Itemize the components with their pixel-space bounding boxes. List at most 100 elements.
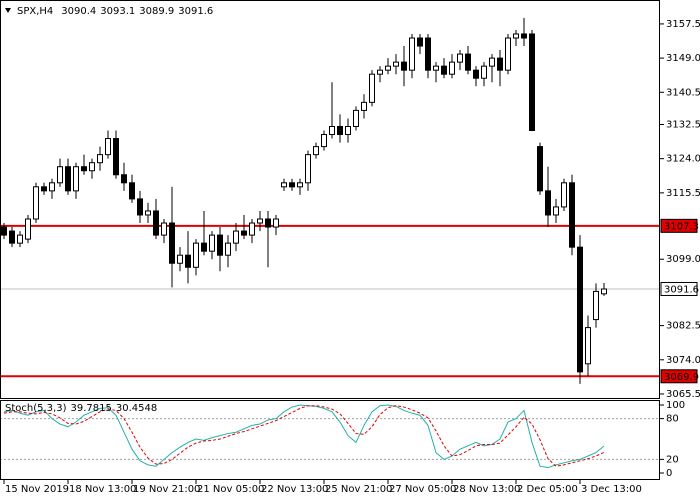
symbol-label: SPX,H4 bbox=[17, 6, 53, 17]
y-tick-label: 3124.0 bbox=[666, 154, 700, 165]
candle-body bbox=[577, 246, 583, 373]
stoch-value: 30.4548 bbox=[116, 403, 157, 414]
y-tick-label: 80 bbox=[666, 414, 679, 425]
stoch-label: Stoch(5,3,3) bbox=[5, 403, 67, 414]
x-tick-label: 15 Nov 2019 bbox=[5, 484, 69, 495]
stoch-line bbox=[3, 405, 605, 467]
candle-body bbox=[417, 37, 423, 47]
candle-body bbox=[41, 186, 47, 192]
candle-body bbox=[153, 210, 159, 236]
candle-body bbox=[441, 65, 447, 75]
candle-body bbox=[433, 65, 439, 71]
candle-body bbox=[521, 33, 527, 39]
candle-body bbox=[297, 182, 303, 188]
y-tick-label: 100 bbox=[666, 400, 685, 411]
candle-body bbox=[353, 109, 359, 127]
candle-body bbox=[281, 182, 287, 188]
x-tick-label: 27 Nov 05:00 bbox=[389, 484, 456, 495]
y-tick-label: 3157.5 bbox=[666, 19, 700, 30]
candle-body bbox=[249, 222, 255, 236]
candle-body bbox=[569, 182, 575, 248]
candle-body bbox=[505, 37, 511, 71]
y-tick-label: 3132.5 bbox=[666, 119, 700, 130]
symbol-marker bbox=[5, 8, 11, 13]
price-label: 3091.6 bbox=[664, 284, 699, 295]
y-tick-label: 0 bbox=[666, 468, 672, 479]
candle-body bbox=[537, 146, 543, 192]
candle-body bbox=[345, 125, 351, 136]
candle-body bbox=[129, 182, 135, 200]
candle-body bbox=[585, 327, 591, 365]
y-tick-label: 3082.5 bbox=[666, 321, 700, 332]
ohlc-value: 3091.6 bbox=[178, 6, 213, 17]
candle-body bbox=[81, 166, 87, 172]
candle-body bbox=[497, 57, 503, 71]
candle-body bbox=[561, 182, 567, 208]
y-tick-label: 3140.5 bbox=[666, 87, 700, 98]
ohlc-value: 3089.9 bbox=[139, 6, 174, 17]
candle-body bbox=[145, 210, 151, 216]
candle-body bbox=[449, 61, 455, 75]
candle-body bbox=[401, 61, 407, 71]
candle-body bbox=[313, 146, 319, 156]
candle-body bbox=[137, 198, 143, 216]
candle-body bbox=[9, 230, 15, 244]
candle-body bbox=[377, 69, 383, 75]
stoch-value: 39.7815 bbox=[70, 403, 111, 414]
candle-body bbox=[89, 162, 95, 172]
x-tick-label: 22 Nov 13:00 bbox=[261, 484, 328, 495]
candle-body bbox=[25, 218, 31, 240]
price-label-box bbox=[660, 369, 698, 384]
price-label: 3107.3 bbox=[664, 221, 699, 232]
ohlc-value: 3090.4 bbox=[61, 6, 96, 17]
candle-body bbox=[361, 101, 367, 111]
candle-body bbox=[169, 222, 175, 264]
candle-body bbox=[209, 234, 215, 252]
candle-body bbox=[425, 37, 431, 71]
candle-body bbox=[545, 190, 551, 216]
candle-body bbox=[473, 69, 479, 79]
x-tick-label: 28 Nov 13:00 bbox=[453, 484, 520, 495]
candle-body bbox=[177, 254, 183, 264]
ohlc-value: 3093.1 bbox=[100, 6, 135, 17]
y-tick-label: 3149.0 bbox=[666, 53, 700, 64]
x-tick-label: 18 Nov 13:00 bbox=[69, 484, 136, 495]
y-tick-label: 3115.5 bbox=[666, 188, 700, 199]
candle-body bbox=[185, 254, 191, 268]
candle-body bbox=[321, 134, 327, 148]
price-label-box bbox=[660, 281, 698, 296]
candle-body bbox=[121, 174, 127, 184]
x-tick-label: 3 Dec 13:00 bbox=[581, 484, 642, 495]
candle-body bbox=[553, 206, 559, 216]
x-tick-label: 19 Nov 21:00 bbox=[133, 484, 200, 495]
candle-body bbox=[601, 288, 607, 295]
candle-body bbox=[49, 182, 55, 192]
y-tick-label: 3099.0 bbox=[666, 254, 700, 265]
x-tick-label: 2 Dec 05:00 bbox=[517, 484, 578, 495]
candle-body bbox=[337, 125, 343, 136]
candle-body bbox=[97, 154, 103, 164]
candle-body bbox=[17, 234, 23, 244]
y-tick-label: 3074.0 bbox=[666, 355, 700, 366]
candle-body bbox=[73, 166, 79, 192]
candle-body bbox=[369, 73, 375, 103]
candle-body bbox=[217, 234, 223, 256]
candle-body bbox=[329, 125, 335, 136]
price-label-box bbox=[660, 218, 698, 233]
candle-body bbox=[65, 166, 71, 192]
candle-body bbox=[105, 138, 111, 156]
candle-body bbox=[593, 290, 599, 321]
candle-body bbox=[233, 230, 239, 244]
candle-body bbox=[241, 230, 247, 236]
candle-body bbox=[193, 242, 199, 268]
x-tick-label: 21 Nov 05:00 bbox=[197, 484, 264, 495]
candle-body bbox=[161, 222, 167, 236]
candle-body bbox=[1, 226, 7, 236]
candle-body bbox=[385, 65, 391, 71]
candle-body bbox=[225, 242, 231, 256]
candle-body bbox=[409, 37, 415, 71]
candle-body bbox=[273, 218, 279, 228]
price-label: 3069.9 bbox=[664, 372, 699, 383]
